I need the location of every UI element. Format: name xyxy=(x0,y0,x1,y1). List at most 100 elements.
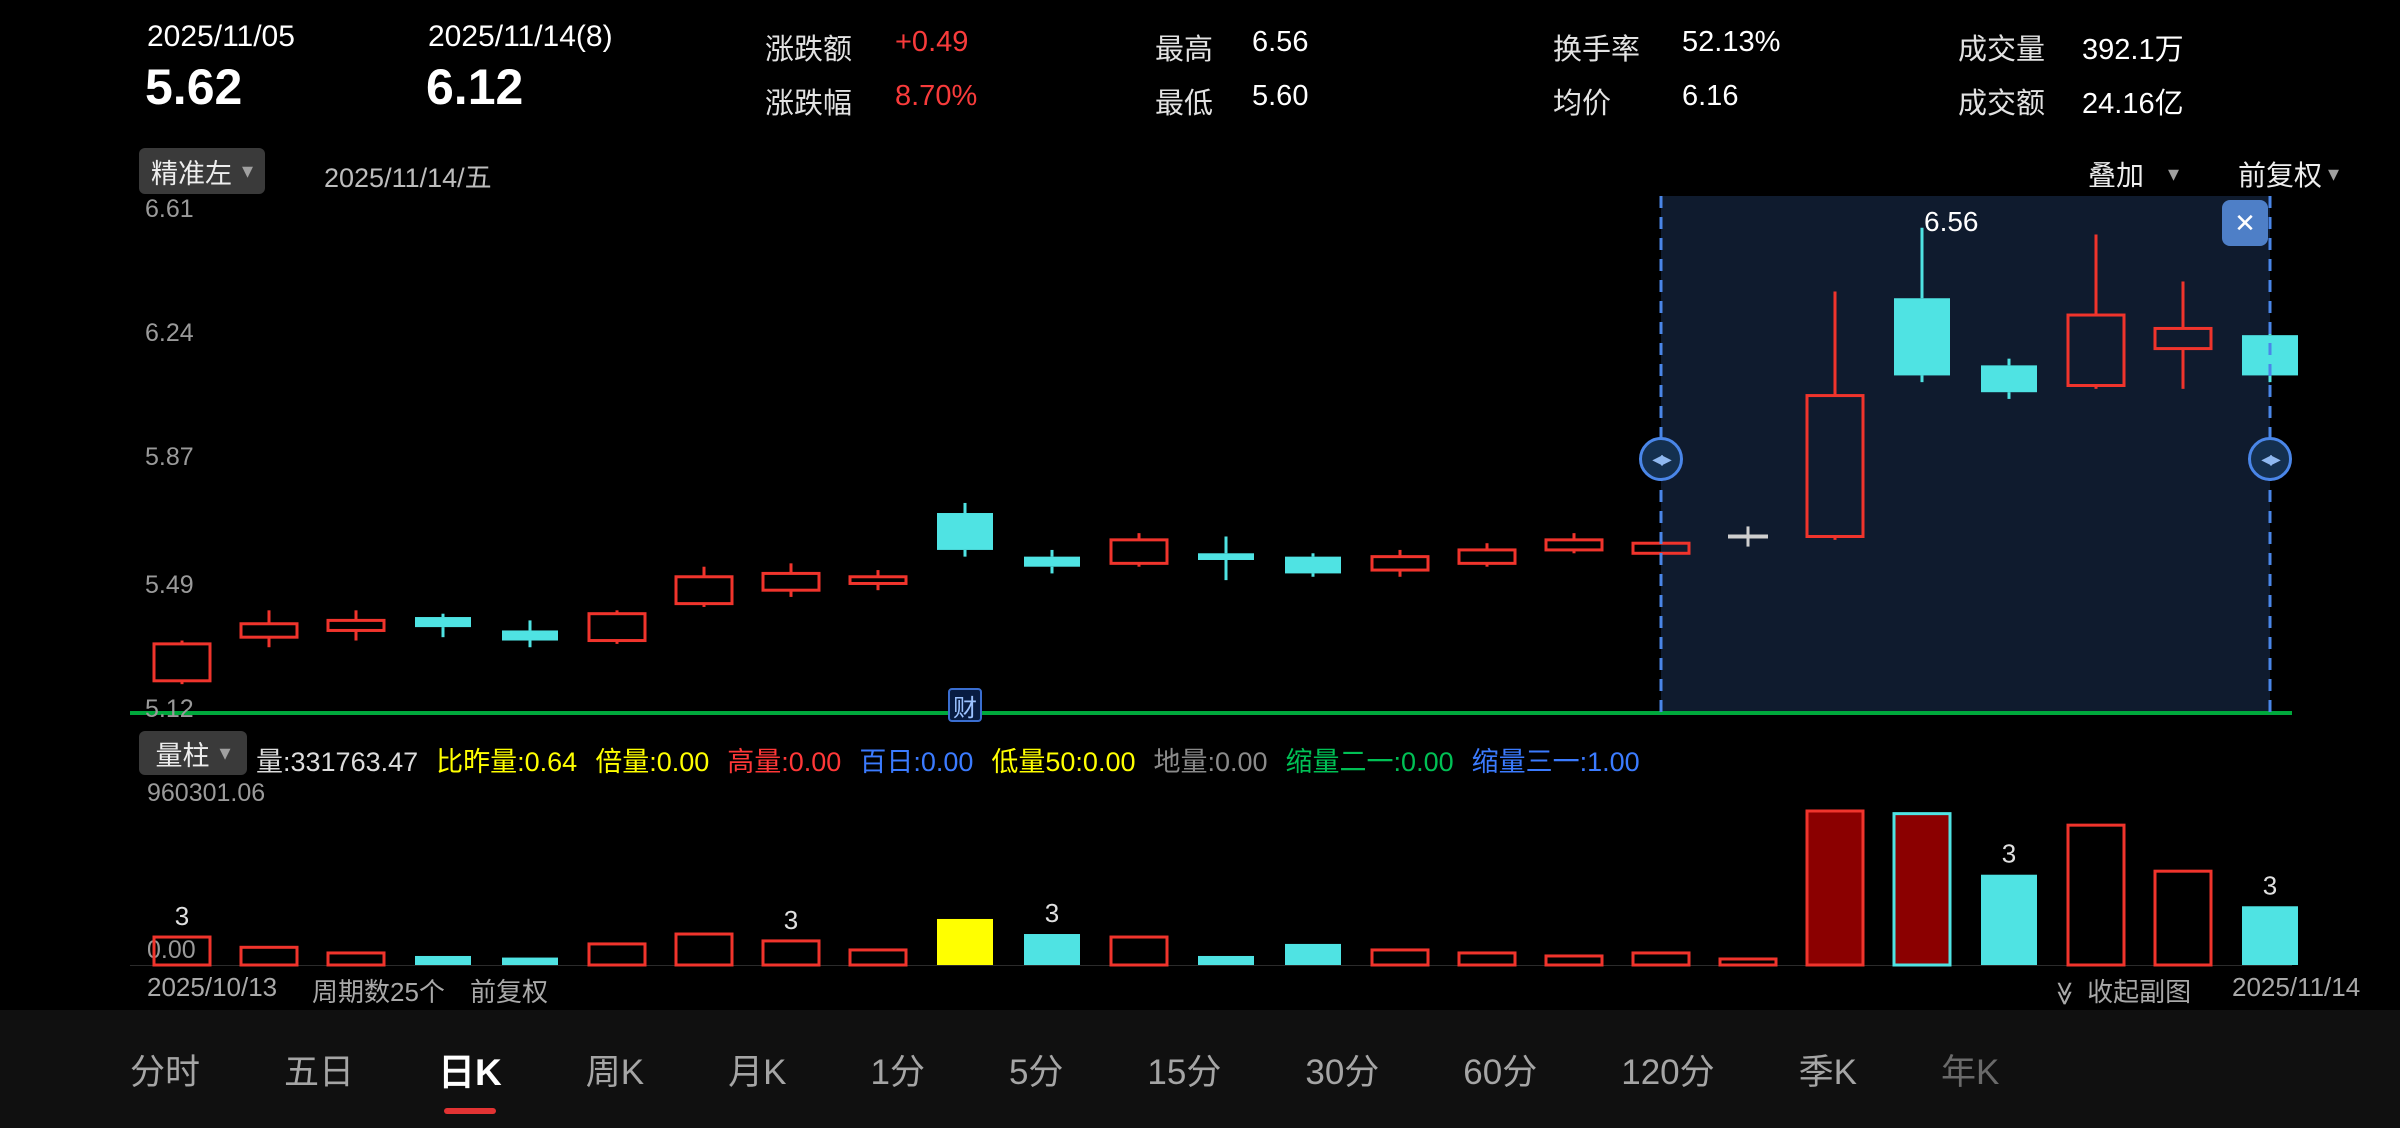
candle-body xyxy=(152,642,212,683)
candle-body xyxy=(415,617,471,628)
volume-bar xyxy=(1109,935,1169,967)
volume-stat: 量:331763.47 xyxy=(256,747,419,777)
change-label: 涨跌额 xyxy=(765,34,853,66)
volume-bar xyxy=(1805,809,1865,967)
y-axis-label: 6.24 xyxy=(145,319,194,348)
candle-body xyxy=(1457,548,1517,565)
change-value: +0.49 xyxy=(895,26,969,58)
y-axis-label: 5.87 xyxy=(145,443,194,472)
high-label: 最高 xyxy=(1155,34,1214,66)
candle-body xyxy=(2153,326,2213,351)
period-tab-5[interactable]: 月K xyxy=(728,1052,787,1092)
adjust-mode-label: 前复权 xyxy=(2238,160,2323,191)
candle-body xyxy=(1981,365,2037,393)
amount-label: 成交额 xyxy=(1958,88,2046,120)
period-tab-6[interactable]: 1分 xyxy=(870,1052,925,1092)
period-tab-4[interactable]: 周K xyxy=(585,1052,645,1092)
volume-stat: 比昨量:0.64 xyxy=(436,747,578,777)
volume-bar xyxy=(502,957,558,965)
selection-right-handle[interactable]: ◀▶ xyxy=(2248,437,2292,481)
volume-bar xyxy=(1981,874,2037,965)
volume-scale-max: 960301.06 xyxy=(147,779,266,807)
period-tab-2[interactable]: 五日 xyxy=(284,1052,355,1092)
collapse-subchart-label: 收起副图 xyxy=(2087,977,2192,1007)
close-selection-button[interactable]: ✕ xyxy=(2222,200,2268,246)
interval-start-date: 2025/11/05 xyxy=(147,20,295,53)
volume-indicator-button[interactable]: 量柱 ▾ xyxy=(139,731,247,775)
volume-bar xyxy=(1457,951,1517,967)
candle-body xyxy=(1370,555,1430,572)
y-axis-label: 5.49 xyxy=(145,570,194,599)
y-axis-label: 5.12 xyxy=(145,695,194,723)
kline-chart xyxy=(130,196,2298,715)
period-count: 周期数25个 xyxy=(312,977,445,1007)
candle-body xyxy=(761,571,821,592)
volume-stat: 倍量:0.00 xyxy=(595,747,710,777)
volume-bar xyxy=(848,948,908,967)
volume-bar xyxy=(326,951,386,967)
period-tabs: 分时 五日 日K 周K 月K 1分 5分 15分 30分 60分 120分 季K 年K xyxy=(130,1010,1999,1128)
volume-bar xyxy=(761,939,821,967)
draw-mode-button[interactable]: 精准左 ▾ xyxy=(139,148,265,194)
volume-stat: 缩量二一:0.00 xyxy=(1285,747,1454,777)
high-price-annotation: 6.56 xyxy=(1924,205,1979,237)
volume-count-label: 3 xyxy=(2263,870,2277,900)
avg-price-label: 均价 xyxy=(1553,88,1612,120)
candle-body xyxy=(326,618,386,632)
period-tab-12[interactable]: 季K xyxy=(1798,1052,1857,1092)
candle-body xyxy=(1109,538,1169,565)
interval-end-price: 6.12 xyxy=(426,59,524,115)
candle-body xyxy=(1024,556,1080,567)
period-tab-9[interactable]: 30分 xyxy=(1305,1052,1380,1092)
chevron-down-icon: ▾ xyxy=(241,158,254,183)
change-pct-value: 8.70% xyxy=(895,80,978,112)
candle-body xyxy=(848,575,908,585)
period-tab-11[interactable]: 120分 xyxy=(1621,1052,1715,1092)
candle-body xyxy=(239,622,299,639)
y-axis-label: 6.61 xyxy=(145,195,194,223)
candle-body xyxy=(674,575,734,606)
candle-body xyxy=(937,513,993,550)
volume-stat: 百日:0.00 xyxy=(859,747,974,777)
volume-count-label: 3 xyxy=(175,901,189,931)
period-tab-1[interactable]: 分时 xyxy=(130,1052,201,1092)
candle-body xyxy=(1285,556,1341,574)
period-tab-8[interactable]: 15分 xyxy=(1147,1052,1222,1092)
period-tab-10[interactable]: 60分 xyxy=(1463,1052,1538,1092)
volume-bar xyxy=(415,955,471,965)
chevron-down-icon: ▾ xyxy=(219,740,231,765)
candle-body xyxy=(1805,394,1865,539)
interval-start-price: 5.62 xyxy=(145,59,243,115)
collapse-subchart-button[interactable]: ≫ 收起副图 xyxy=(2051,972,2192,1009)
period-tab-7[interactable]: 5分 xyxy=(1008,1052,1064,1092)
period-tab-13[interactable]: 年K xyxy=(1941,1052,2000,1092)
adjust-mode-button[interactable]: 前复权 ▾ xyxy=(2238,154,2339,194)
volume-chart: 3 3 3 3 3 xyxy=(130,809,2298,967)
candle-body xyxy=(587,612,647,643)
volume-bar xyxy=(1198,955,1254,965)
collapse-chevrons-icon: ≫ xyxy=(2051,980,2079,1007)
overlay-button[interactable]: 叠加 ▾ xyxy=(2088,154,2179,194)
volume-bar xyxy=(587,942,647,967)
volume-bar xyxy=(1370,948,1430,967)
volume-count-label: 3 xyxy=(1045,898,1059,928)
low-label: 最低 xyxy=(1155,88,1214,120)
volume-stat: 缩量三一:1.00 xyxy=(1471,747,1640,777)
volume-stat: 低量50:0.00 xyxy=(991,747,1136,777)
period-tab-3[interactable]: 日K xyxy=(438,1038,502,1100)
high-value: 6.56 xyxy=(1252,26,1309,58)
selection-left-handle[interactable]: ◀▶ xyxy=(1639,437,1683,481)
volume-bar xyxy=(2066,823,2126,967)
axis-start-date: 2025/10/13 xyxy=(147,972,278,1002)
announcement-badge[interactable]: 财 xyxy=(948,688,982,722)
avg-price-value: 6.16 xyxy=(1682,80,1739,112)
interval-end-date: 2025/11/14(8) xyxy=(428,20,613,53)
volume-bar xyxy=(1544,954,1604,967)
candle-body xyxy=(502,630,558,641)
volume-bar xyxy=(1285,943,1341,965)
volume-value: 392.1万 xyxy=(2082,34,2184,66)
volume-indicator-label: 量柱 xyxy=(155,740,210,771)
turnover-label: 换手率 xyxy=(1553,34,1641,66)
